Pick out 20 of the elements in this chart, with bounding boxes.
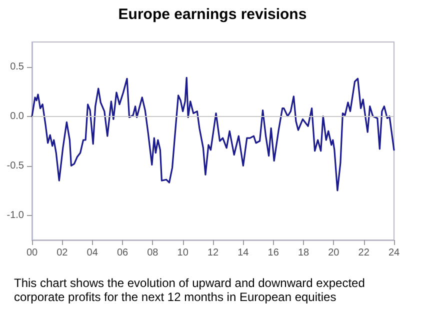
x-tick-label: 04 xyxy=(86,248,98,258)
x-tick-label: 08 xyxy=(147,248,159,258)
x-tick-label: 22 xyxy=(358,248,370,258)
x-tick-label: 14 xyxy=(238,248,250,258)
x-tick-label: 24 xyxy=(388,248,400,258)
y-tick-label: 0.5 xyxy=(10,61,24,72)
x-tick-label: 10 xyxy=(177,248,189,258)
y-tick-label: -1.0 xyxy=(6,210,24,221)
line-series xyxy=(31,76,395,192)
x-tick-label: 20 xyxy=(328,248,340,258)
x-tick-label: 18 xyxy=(298,248,310,258)
y-tick-label: 0.0 xyxy=(10,110,24,122)
chart-title: Europe earnings revisions xyxy=(118,6,307,23)
x-tick-label: 00 xyxy=(26,248,38,258)
x-tick-label: 02 xyxy=(56,248,68,258)
y-tick-label: -0.5 xyxy=(6,160,24,172)
x-tick-label: 12 xyxy=(207,248,219,258)
x-tick-label: 06 xyxy=(116,248,128,258)
text: This chart shows the evolution of upward and downward expected corporate profits for the next 12 months in European equities xyxy=(14,276,368,304)
x-tick-label: 16 xyxy=(268,248,280,258)
